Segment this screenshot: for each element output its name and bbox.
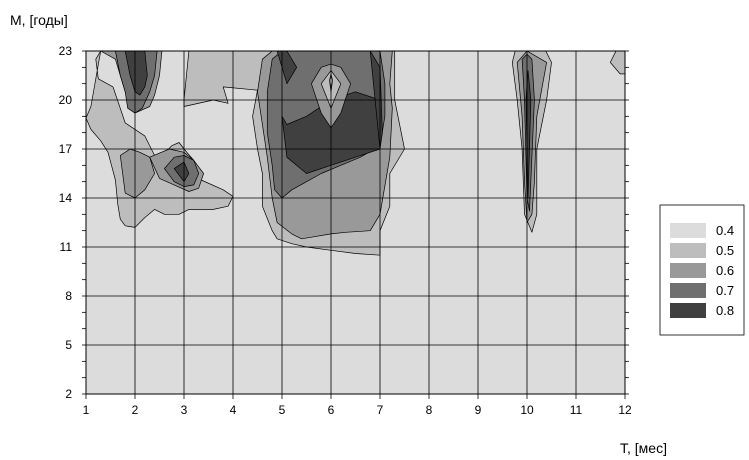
x-tick-label: 1 <box>83 403 90 417</box>
legend-swatch <box>670 303 706 318</box>
x-tick-label: 12 <box>618 403 632 417</box>
x-tick-label: 6 <box>328 403 335 417</box>
y-tick-label: 2 <box>65 387 72 401</box>
legend-label: 0.5 <box>716 243 734 258</box>
y-tick-label: 11 <box>60 240 73 254</box>
contour-band-level-4 <box>124 51 148 96</box>
legend: 0.4 0.5 0.6 0.7 0.8 <box>659 204 745 336</box>
x-axis-title: T, [мес] <box>620 440 667 456</box>
x-tick-label: 8 <box>426 403 433 417</box>
contour-band-level-4 <box>173 161 190 183</box>
legend-label: 0.4 <box>716 223 734 238</box>
contour-band-level-1 <box>609 51 625 75</box>
legend-swatch <box>670 263 706 278</box>
legend-label: 0.6 <box>716 263 734 278</box>
x-tick-label: 7 <box>377 403 384 417</box>
x-tick-label: 4 <box>230 403 237 417</box>
x-tick-label: 11 <box>570 403 583 417</box>
contour-band-level-2 <box>119 148 155 199</box>
legend-swatch <box>670 243 706 258</box>
contour-bands <box>86 51 625 256</box>
x-tick-label: 9 <box>475 403 482 417</box>
x-tick-label: 3 <box>181 403 188 417</box>
y-axis-title: M, [годы] <box>10 12 68 28</box>
legend-label: 0.8 <box>716 303 734 318</box>
x-tick-label: 5 <box>279 403 286 417</box>
y-tick-label: 14 <box>59 191 73 205</box>
legend-swatch <box>670 223 706 238</box>
legend-label: 0.7 <box>716 283 734 298</box>
y-tick-label: 8 <box>65 289 72 303</box>
plot-frame <box>85 50 626 395</box>
y-tick-label: 5 <box>65 338 72 352</box>
y-tick-label: 20 <box>59 93 73 107</box>
x-tick-label: 10 <box>520 403 534 417</box>
y-tick-label: 17 <box>59 142 73 156</box>
x-tick-label: 2 <box>132 403 139 417</box>
legend-swatch <box>670 283 706 298</box>
y-tick-label: 23 <box>59 44 73 58</box>
